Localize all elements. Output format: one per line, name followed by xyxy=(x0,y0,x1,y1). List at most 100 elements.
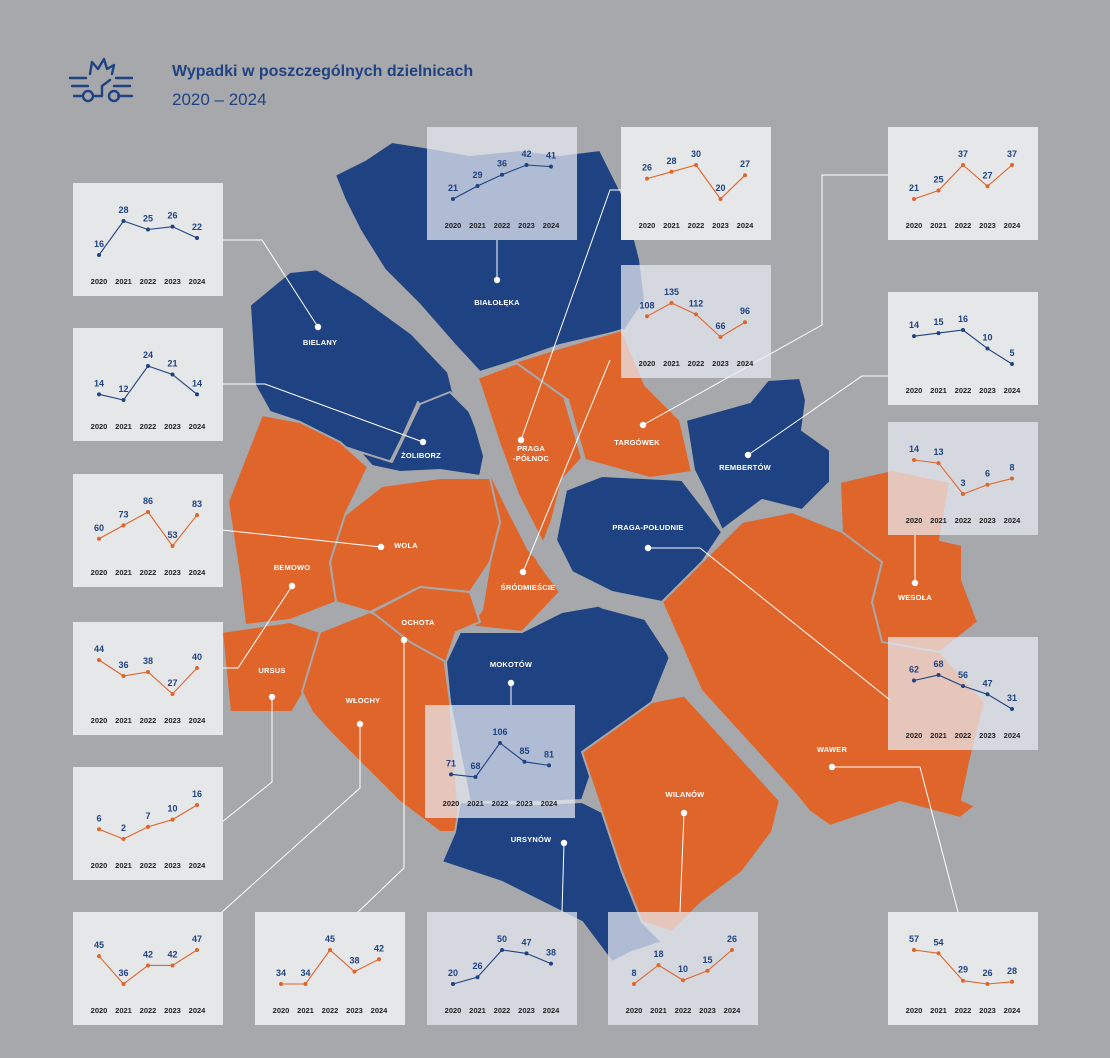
district-label-mokotow: MOKOTÓW xyxy=(490,660,533,669)
data-point xyxy=(121,674,126,678)
data-point xyxy=(146,364,150,368)
year-tick-label: 2023 xyxy=(699,1006,716,1015)
district-label-srodmiescie: ŚRÓDMIEŚCIE xyxy=(501,583,556,592)
data-point xyxy=(985,184,990,189)
data-point xyxy=(718,335,723,339)
data-label: 83 xyxy=(192,499,202,509)
series-line xyxy=(450,742,550,778)
data-label: 42 xyxy=(143,949,153,959)
year-tick-label: 2024 xyxy=(189,568,207,577)
series-line xyxy=(913,164,1013,200)
district-marker-bialoleka xyxy=(493,276,501,284)
data-point xyxy=(912,678,916,683)
data-label: 5 xyxy=(1009,348,1014,358)
data-label: 57 xyxy=(909,934,919,944)
chart-box-praga-poludnie: 62 2020 68 2021 56 2022 47 2023 31 2024 xyxy=(888,637,1038,750)
data-point xyxy=(549,961,553,966)
year-tick-label: 2022 xyxy=(140,422,157,431)
data-point xyxy=(121,982,126,986)
data-point xyxy=(475,975,480,980)
data-label: 7 xyxy=(145,811,150,821)
chart-box-wilanow: 8 2020 18 2021 10 2022 15 2023 26 2024 xyxy=(608,912,758,1025)
data-point xyxy=(146,670,150,674)
year-tick-label: 2024 xyxy=(189,1006,207,1015)
chart-box-ursus: 6 2020 2 2021 7 2022 10 2023 16 2024 xyxy=(73,767,223,880)
data-label: 36 xyxy=(497,159,507,169)
data-point xyxy=(985,482,990,487)
data-label: 31 xyxy=(1007,693,1017,703)
data-label: 10 xyxy=(982,333,992,343)
data-label: 15 xyxy=(933,317,943,327)
series-line xyxy=(98,365,198,401)
year-tick-label: 2020 xyxy=(91,1006,108,1015)
year-tick-label: 2024 xyxy=(543,1006,561,1015)
year-tick-label: 2021 xyxy=(650,1006,667,1015)
district-marker-ochota xyxy=(400,636,408,644)
year-tick-label: 2022 xyxy=(140,277,157,286)
data-point xyxy=(669,301,674,305)
data-point xyxy=(170,372,175,377)
data-point xyxy=(912,458,916,462)
district-marker-targowek xyxy=(639,421,647,429)
chart-box-bialoleka: 21 2020 29 2021 36 2022 42 2023 41 2024 xyxy=(427,127,577,240)
data-label: 45 xyxy=(325,934,335,944)
data-label: 6 xyxy=(985,469,990,479)
page-subtitle: 2020 – 2024 xyxy=(172,90,267,109)
car-crash-icon xyxy=(68,57,134,103)
year-tick-label: 2023 xyxy=(164,716,181,725)
year-tick-label: 2020 xyxy=(273,1006,290,1015)
data-point xyxy=(170,224,175,229)
year-tick-label: 2023 xyxy=(979,386,996,395)
data-point xyxy=(961,978,965,983)
year-tick-label: 2022 xyxy=(955,1006,972,1015)
data-label: 54 xyxy=(933,937,943,947)
chart-box-wawer: 57 2020 54 2021 29 2022 26 2023 28 2024 xyxy=(888,912,1038,1025)
data-point xyxy=(97,253,101,257)
district-ochota xyxy=(371,586,481,663)
line-chart-praga-poludnie: 62 2020 68 2021 56 2022 47 2023 31 2024 xyxy=(906,659,1022,740)
data-point xyxy=(524,163,529,167)
district-label-bialoleka: BIAŁOŁĘKA xyxy=(474,298,520,307)
year-tick-label: 2021 xyxy=(930,731,947,740)
year-tick-label: 2024 xyxy=(1004,516,1022,525)
data-point xyxy=(632,982,636,986)
data-label: 14 xyxy=(909,444,919,454)
district-marker-wawer xyxy=(828,763,836,771)
data-label: 37 xyxy=(958,149,968,159)
data-label: 62 xyxy=(909,665,919,675)
data-label: 45 xyxy=(94,940,104,950)
chart-box-praga-polnoc: 26 2020 28 2021 30 2022 20 2023 27 2024 xyxy=(621,127,771,240)
data-label: 28 xyxy=(666,156,676,166)
data-point xyxy=(522,759,527,764)
data-label: 15 xyxy=(702,955,712,965)
data-label: 81 xyxy=(544,749,554,759)
data-label: 6 xyxy=(96,813,101,823)
district-marker-praga-polnoc xyxy=(517,436,525,444)
data-point xyxy=(669,169,674,174)
data-label: 16 xyxy=(192,789,202,799)
leader-line-bemowo xyxy=(222,585,293,669)
data-label: 12 xyxy=(118,384,128,394)
line-chart-targowek: 21 2020 25 2021 37 2022 27 2023 37 2024 xyxy=(906,149,1022,230)
series-line xyxy=(646,164,746,200)
data-label: 36 xyxy=(118,968,128,978)
year-tick-label: 2021 xyxy=(930,221,947,230)
year-tick-label: 2024 xyxy=(1004,386,1022,395)
data-point xyxy=(498,741,502,745)
data-label: 25 xyxy=(933,175,943,185)
data-label: 44 xyxy=(94,644,104,654)
year-tick-label: 2023 xyxy=(518,1006,535,1015)
data-point xyxy=(97,392,101,397)
year-tick-label: 2020 xyxy=(91,716,108,725)
year-tick-label: 2023 xyxy=(346,1006,363,1015)
leader-line-wawer xyxy=(832,766,959,913)
year-tick-label: 2021 xyxy=(467,799,484,808)
leader-line-zoliborz xyxy=(222,383,424,443)
data-label: 27 xyxy=(740,159,750,169)
year-tick-label: 2023 xyxy=(979,221,996,230)
data-point xyxy=(170,817,175,822)
data-label: 38 xyxy=(143,656,153,666)
district-marker-praga-poludnie xyxy=(644,544,652,552)
data-label: 86 xyxy=(143,496,153,506)
data-point xyxy=(936,951,941,956)
